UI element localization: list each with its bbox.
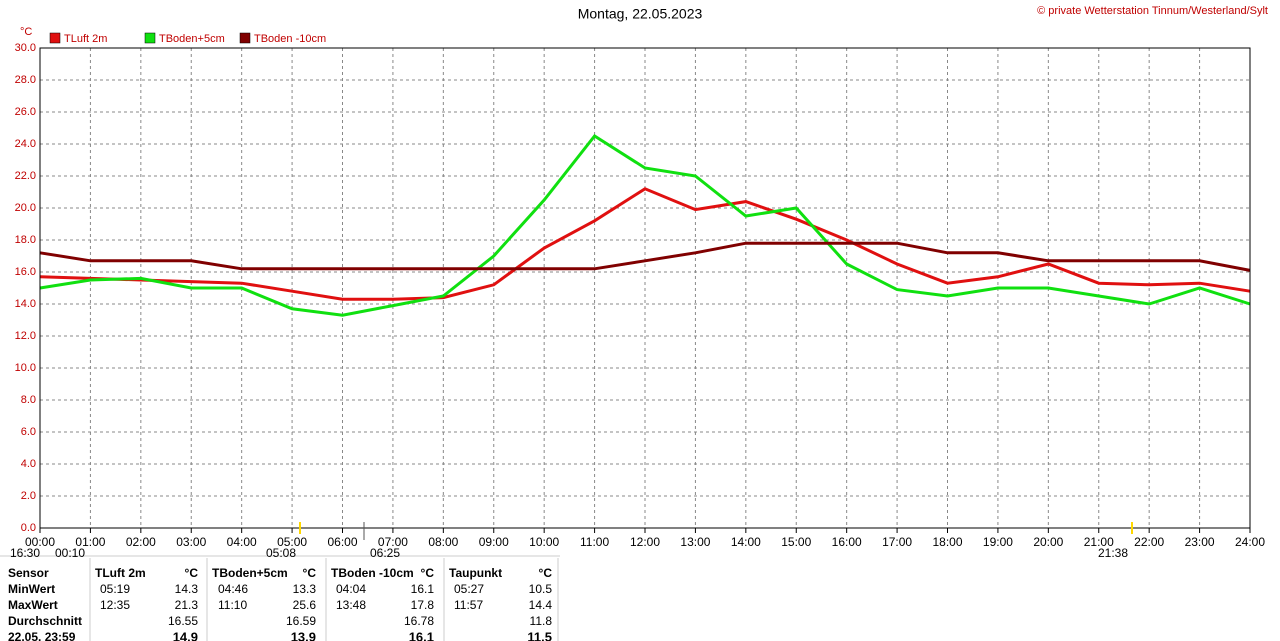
y-tick-label: 10.0	[15, 362, 36, 374]
x-tick-label: 17:00	[882, 535, 912, 549]
table-cell: 12:35	[100, 598, 130, 612]
x-tick-label: 16:00	[832, 535, 862, 549]
y-tick-label: 22.0	[15, 170, 36, 182]
table-cell: 16.59	[286, 614, 316, 628]
x-tick-label: 07:00	[378, 535, 408, 549]
y-tick-label: 4.0	[21, 458, 36, 470]
x-tick-label: 18:00	[932, 535, 962, 549]
series-line	[39, 241, 1251, 272]
table-cell: MaxWert	[8, 598, 58, 612]
table-cell: 14.3	[175, 582, 199, 596]
time-label: 00:10	[55, 546, 85, 560]
x-tick-label: 19:00	[983, 535, 1013, 549]
x-tick-label: 03:00	[176, 535, 206, 549]
x-tick-label: 06:00	[327, 535, 357, 549]
legend-swatch	[49, 32, 61, 44]
time-label: 05:08	[266, 546, 296, 560]
table-cell: 11.8	[530, 614, 553, 628]
y-tick-label: 12.0	[15, 330, 36, 342]
legend-label: TBoden+5cm	[159, 33, 225, 45]
table-cell: 16.55	[168, 614, 198, 628]
table-header: Taupunkt	[449, 566, 502, 580]
x-tick-label: 05:00	[277, 535, 307, 549]
legend-swatch	[239, 32, 251, 44]
table-header: TLuft 2m	[95, 566, 146, 580]
x-tick-label: 02:00	[126, 535, 156, 549]
x-tick-label: 01:00	[75, 535, 105, 549]
legend-swatch	[144, 32, 156, 44]
table-cell: 10.5	[529, 582, 553, 596]
x-tick-label: 10:00	[529, 535, 559, 549]
table-header: TBoden+5cm	[212, 566, 288, 580]
legend-label: TBoden -10cm	[254, 33, 326, 45]
table-cell: Durchschnitt	[8, 614, 82, 628]
x-tick-label: 13:00	[680, 535, 710, 549]
table-cell: MinWert	[8, 582, 55, 596]
x-tick-label: 00:00	[25, 535, 55, 549]
y-tick-label: 8.0	[21, 394, 36, 406]
table-cell: 14.4	[529, 598, 553, 612]
table-cell: 16.1	[411, 582, 435, 596]
x-tick-label: 11:00	[580, 535, 609, 549]
y-tick-label: 20.0	[15, 202, 36, 214]
table-cell: 22.05. 23:59	[8, 630, 76, 641]
table-cell: 25.6	[293, 598, 317, 612]
y-tick-label: 14.0	[15, 298, 36, 310]
y-tick-label: 18.0	[15, 234, 36, 246]
chart-title: Montag, 22.05.2023	[578, 6, 703, 22]
y-tick-label: 24.0	[15, 138, 36, 150]
table-cell: 16.1	[409, 629, 434, 641]
y-tick-label: 2.0	[21, 490, 36, 502]
table-cell: 11:57	[454, 598, 483, 612]
y-tick-label: 0.0	[21, 522, 36, 534]
y-tick-label: 6.0	[21, 426, 36, 438]
time-label: 21:38	[1098, 546, 1128, 560]
table-cell: 13.9	[291, 629, 316, 641]
series-line	[39, 187, 1251, 301]
x-tick-label: 14:00	[731, 535, 761, 549]
table-header: °C	[185, 566, 199, 580]
table-cell: 11:10	[218, 598, 247, 612]
table-cell: 05:19	[100, 582, 130, 596]
y-tick-label: 30.0	[15, 42, 36, 54]
series-line	[39, 134, 1251, 317]
x-tick-label: 23:00	[1185, 535, 1215, 549]
credit: © private Wetterstation Tinnum/Westerlan…	[1037, 5, 1268, 17]
x-tick-label: 09:00	[479, 535, 509, 549]
x-tick-label: 22:00	[1134, 535, 1164, 549]
table-cell: 13:48	[336, 598, 366, 612]
table-header: °C	[539, 566, 553, 580]
y-tick-label: 28.0	[15, 74, 36, 86]
x-tick-label: 20:00	[1033, 535, 1063, 549]
time-label: 16:30	[10, 546, 40, 560]
x-tick-label: 24:00	[1235, 535, 1265, 549]
x-tick-label: 21:00	[1084, 535, 1114, 549]
table-cell: 04:46	[218, 582, 248, 596]
y-tick-label: 26.0	[15, 106, 36, 118]
y-tick-label: 16.0	[15, 266, 36, 278]
x-tick-label: 12:00	[630, 535, 660, 549]
table-header: Sensor	[8, 566, 49, 580]
y-unit: °C	[20, 26, 32, 38]
table-header: °C	[303, 566, 317, 580]
x-tick-label: 04:00	[227, 535, 257, 549]
table-cell: 13.3	[293, 582, 317, 596]
table-cell: 21.3	[175, 598, 199, 612]
table-cell: 16.78	[404, 614, 434, 628]
table-cell: 11.5	[527, 629, 552, 641]
table-cell: 04:04	[336, 582, 366, 596]
x-tick-label: 08:00	[428, 535, 458, 549]
legend-label: TLuft 2m	[64, 33, 107, 45]
table-cell: 17.8	[411, 598, 435, 612]
table-cell: 14.9	[173, 629, 198, 641]
time-label: 06:25	[370, 546, 400, 560]
x-tick-label: 15:00	[781, 535, 811, 549]
table-cell: 05:27	[454, 582, 484, 596]
table-header: TBoden -10cm	[331, 566, 414, 580]
table-header: °C	[421, 566, 435, 580]
